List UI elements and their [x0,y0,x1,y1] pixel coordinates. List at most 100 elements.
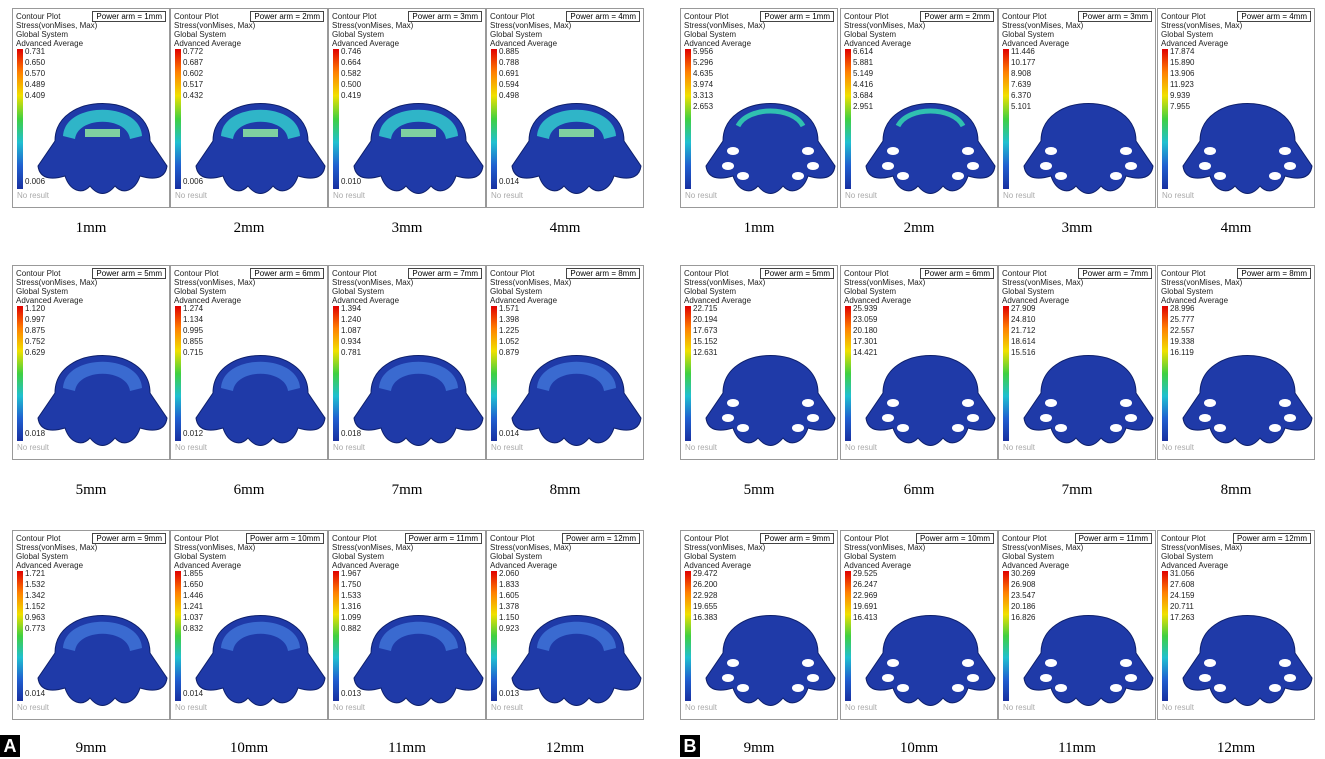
contour-panel: Contour PlotStress(vonMises, Max)Global … [486,530,644,720]
legend-value: 0.772 [183,47,203,56]
header-line: Stress(vonMises, Max) [1002,21,1083,30]
header-line: Global System [844,552,896,561]
header-line: Stress(vonMises, Max) [490,543,571,552]
caption: 8mm [486,482,644,499]
caption: 6mm [840,482,998,499]
palate-model [863,81,998,201]
caption: 10mm [170,740,328,757]
contour-panel: Contour PlotStress(vonMises, Max)Global … [680,265,838,460]
legend-value: 0.664 [341,58,361,67]
color-bar [1162,306,1168,441]
caption: 3mm [998,220,1156,237]
palate-model [863,333,998,453]
color-bar [1162,571,1168,701]
legend-value: 29.472 [693,569,717,578]
caption: 7mm [998,482,1156,499]
color-bar [175,49,181,189]
legend-value: 1.274 [183,304,203,313]
legend-value: 31.056 [1170,569,1194,578]
legend-value: 30.269 [1011,569,1035,578]
header-line: Contour Plot [1002,12,1046,21]
header-line: Stress(vonMises, Max) [684,278,765,287]
header-line: Global System [174,552,226,561]
color-bar [491,49,497,189]
caption: 11mm [998,740,1156,757]
header-line: Global System [684,287,736,296]
contour-panel: Contour PlotStress(vonMises, Max)Global … [840,530,998,720]
caption: 7mm [328,482,486,499]
legend-value: 0.746 [341,47,361,56]
caption: 6mm [170,482,328,499]
header-line: Global System [1002,287,1054,296]
header-line: Stress(vonMises, Max) [1161,278,1242,287]
legend-value: 1.721 [25,569,45,578]
legend-value: 6.614 [853,47,873,56]
legend-value: 1.134 [183,315,203,324]
legend-value: 17.874 [1170,47,1194,56]
color-bar [491,571,497,701]
legend-value: 2.060 [499,569,519,578]
legend-value: 10.177 [1011,58,1035,67]
power-arm-label: Power arm = 1mm [92,11,166,22]
color-bar [175,571,181,701]
header-line: Stress(vonMises, Max) [684,21,765,30]
power-arm-label: Power arm = 7mm [408,268,482,279]
legend-value: 5.881 [853,58,873,67]
caption: 2mm [170,220,328,237]
palate-model [193,333,328,453]
header-line: Contour Plot [684,269,728,278]
legend-value: 0.731 [25,47,45,56]
header-line: Contour Plot [490,269,534,278]
header-line: Stress(vonMises, Max) [490,278,571,287]
header-line: Contour Plot [174,534,218,543]
palate-model [1180,593,1315,713]
header-line: Stress(vonMises, Max) [174,21,255,30]
legend-value: 0.788 [499,58,519,67]
legend-value: 11.446 [1011,47,1035,56]
caption: 1mm [680,220,838,237]
legend-value: 23.059 [853,315,877,324]
caption: 9mm [12,740,170,757]
contour-panel: Contour PlotStress(vonMises, Max)Global … [328,265,486,460]
header-line: Contour Plot [684,534,728,543]
color-bar [333,571,339,701]
contour-panel: Contour PlotStress(vonMises, Max)Global … [840,265,998,460]
header-line: Contour Plot [332,12,376,21]
header-line: Stress(vonMises, Max) [844,21,925,30]
palate-model [1180,333,1315,453]
header-line: Contour Plot [16,269,60,278]
legend-value: 1.967 [341,569,361,578]
legend-value: 25.777 [1170,315,1194,324]
power-arm-label: Power arm = 8mm [566,268,640,279]
caption: 12mm [486,740,644,757]
legend-value: 0.885 [499,47,519,56]
power-arm-label: Power arm = 3mm [408,11,482,22]
power-arm-label: Power arm = 5mm [760,268,834,279]
contour-panel: Contour PlotStress(vonMises, Max)Global … [1157,530,1315,720]
header-line: Global System [16,552,68,561]
palate-model [35,81,170,201]
header-line: Global System [332,287,384,296]
color-bar [685,571,691,701]
caption: 5mm [680,482,838,499]
header-line: Stress(vonMises, Max) [332,278,413,287]
legend-value: 1.398 [499,315,519,324]
color-bar [1162,49,1168,189]
legend-value: 27.608 [1170,580,1194,589]
header-line: Stress(vonMises, Max) [16,21,97,30]
power-arm-label: Power arm = 6mm [250,268,324,279]
legend-value: 0.650 [25,58,45,67]
figure: {"common":{"plot":"Contour Plot","result… [0,0,1325,759]
header-line: Global System [1002,30,1054,39]
color-bar [491,306,497,441]
legend-value: 4.635 [693,69,713,78]
header-line: Stress(vonMises, Max) [16,543,97,552]
legend-value: 1.532 [25,580,45,589]
header-line: Stress(vonMises, Max) [684,543,765,552]
legend-value: 5.296 [693,58,713,67]
header-line: Contour Plot [490,12,534,21]
contour-panel: Contour PlotStress(vonMises, Max)Global … [998,530,1156,720]
color-bar [17,306,23,441]
